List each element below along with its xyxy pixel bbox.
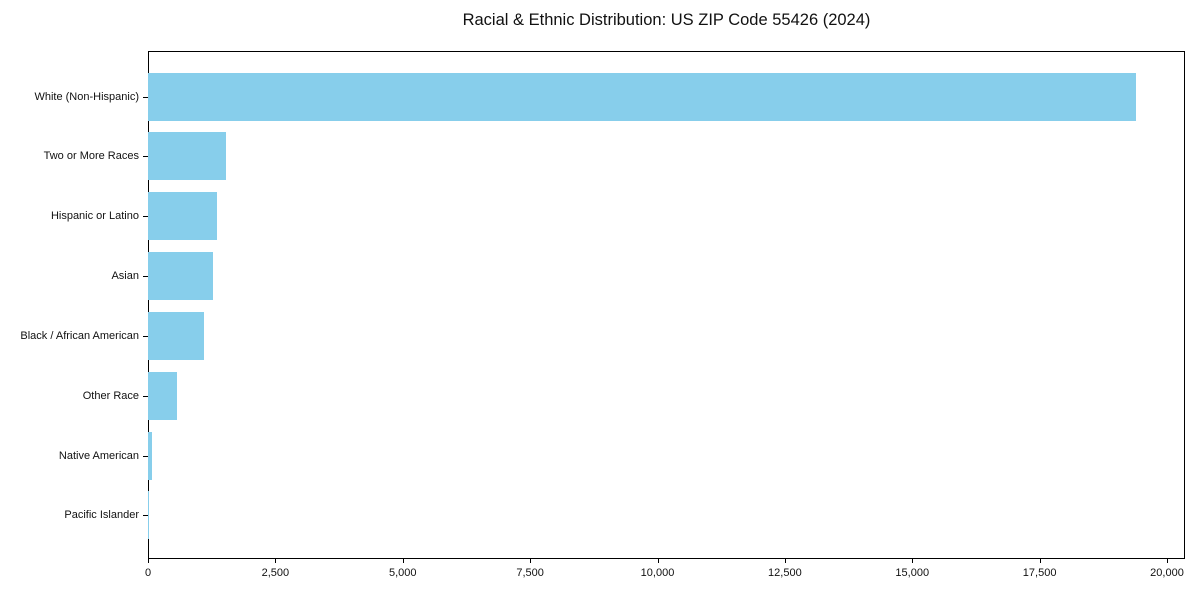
x-tick: [1167, 559, 1168, 563]
y-tick: [143, 276, 148, 278]
y-tick-label: Asian: [111, 270, 139, 283]
x-tick-label: 5,000: [388, 567, 417, 579]
y-tick: [143, 156, 148, 158]
bar-two-or-more-races: [148, 132, 226, 181]
y-tick-label: Two or More Races: [43, 150, 139, 163]
x-tick: [1039, 559, 1041, 563]
x-tick-label: 10,000: [640, 567, 675, 579]
bar-native-american: [148, 431, 153, 480]
y-tick: [143, 335, 148, 337]
y-tick: [143, 216, 148, 218]
x-tick-label: 12,500: [768, 567, 802, 579]
chart-title: Racial & Ethnic Distribution: US ZIP Cod…: [462, 11, 871, 29]
y-tick-label: White (Non-Hispanic): [34, 90, 139, 103]
x-tick: [402, 559, 404, 563]
x-tick-label: 20,000: [1150, 567, 1184, 579]
x-tick: [275, 559, 277, 563]
x-tick-label: 17,500: [1022, 567, 1057, 579]
x-tick: [530, 559, 532, 563]
y-tick: [143, 455, 148, 457]
bar-asian: [148, 252, 213, 301]
x-tick: [148, 559, 149, 563]
x-tick: [657, 559, 659, 563]
bar-pacific-islander: [148, 491, 149, 540]
bar-white-non-hispanic: [148, 72, 1137, 121]
y-tick-label: Pacific Islander: [64, 509, 139, 522]
x-tick-label: 15,000: [895, 567, 930, 579]
plot-area: [148, 51, 1185, 559]
x-tick: [912, 559, 914, 563]
y-tick-label: Native American: [58, 449, 139, 462]
y-tick-label: Other Race: [82, 389, 139, 402]
y-tick: [143, 96, 148, 98]
bar-black-african-american: [148, 311, 205, 360]
bar-hispanic-or-latino: [148, 192, 217, 241]
y-tick-label: Hispanic or Latino: [50, 210, 139, 223]
x-tick-label: 2,500: [261, 567, 290, 579]
y-tick: [143, 395, 148, 397]
bar-other-race: [148, 371, 178, 420]
x-tick: [784, 559, 786, 563]
y-tick: [143, 515, 148, 517]
x-tick-label: 0: [144, 567, 152, 579]
x-tick-label: 7,500: [516, 567, 544, 579]
y-tick-label: Black / African American: [20, 329, 139, 342]
